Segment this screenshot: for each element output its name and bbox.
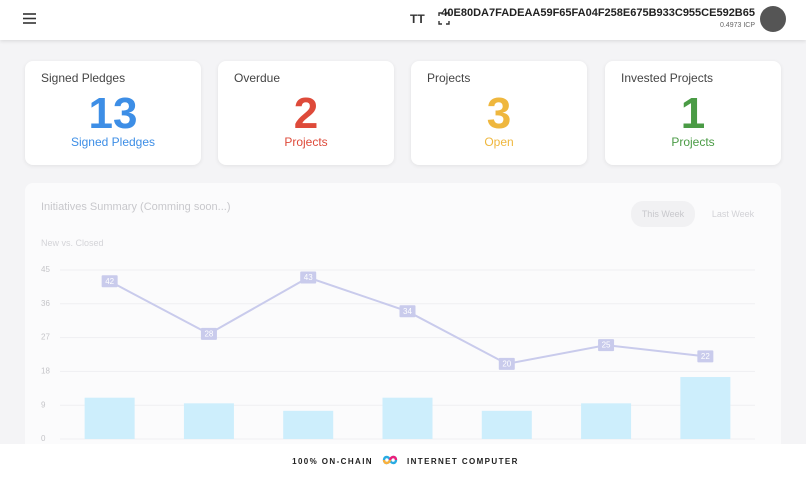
y-tick-label: 27 xyxy=(41,333,50,342)
bar xyxy=(84,397,135,439)
menu-icon[interactable] xyxy=(23,13,36,24)
bar xyxy=(183,403,234,439)
card-value: 1 xyxy=(680,89,706,138)
chart-title: Initiatives Summary (Comming soon...) xyxy=(41,201,231,213)
bar xyxy=(581,403,632,439)
bar xyxy=(382,397,433,439)
tab[interactable]: This Week xyxy=(631,201,695,227)
footer-left: 100% ON-CHAIN xyxy=(292,457,373,466)
stat-card: Projects 3 Open xyxy=(411,61,587,165)
tab[interactable]: Last Week xyxy=(711,209,755,219)
y-tick-label: 36 xyxy=(41,299,50,308)
point-label: 43 xyxy=(304,273,313,282)
card-title: Invested Projects xyxy=(621,71,714,85)
card-label: Projects xyxy=(671,135,715,149)
footer-right: INTERNET COMPUTER xyxy=(407,457,519,466)
footer: 100% ON-CHAIN INTERNET COMPUTER xyxy=(0,444,806,478)
card-label: Open xyxy=(484,135,514,149)
account-id: 40E80DA7FADEAA59F65FA04F258E675B933C955C… xyxy=(441,7,755,19)
point-label-bg xyxy=(200,327,217,340)
stat-card: Invested Projects 1 Projects xyxy=(605,61,781,165)
point-label-bg xyxy=(498,357,515,370)
card-title: Overdue xyxy=(234,71,281,85)
point-label: 20 xyxy=(502,359,511,368)
y-tick-label: 18 xyxy=(41,367,50,376)
point-label-bg xyxy=(300,271,317,284)
point-label: 28 xyxy=(204,329,213,338)
bar xyxy=(283,410,334,439)
card-value: 2 xyxy=(293,89,319,138)
stat-card: Overdue 2 Projects xyxy=(218,61,394,165)
header: TT 40E80DA7FADEAA59F65FA04F258E675B933C9… xyxy=(0,0,806,40)
balance: 0.4973 ICP xyxy=(719,22,755,29)
fullscreen-icon[interactable] xyxy=(438,12,450,25)
card-value: 13 xyxy=(88,89,138,138)
point-label-bg xyxy=(598,339,615,352)
font-size-icon[interactable]: TT xyxy=(410,12,425,26)
card-title: Projects xyxy=(427,71,471,85)
bar xyxy=(680,377,731,439)
card-title: Signed Pledges xyxy=(41,71,126,85)
avatar[interactable] xyxy=(760,6,786,32)
chart-subtitle: New vs. Closed xyxy=(41,238,104,248)
y-tick-label: 45 xyxy=(41,265,50,274)
logo xyxy=(382,455,398,465)
y-tick-label: 0 xyxy=(41,434,46,443)
point-label-bg xyxy=(399,305,416,318)
chart: 0 9 18 27 36 45 42 28 43 34 20 25 22 xyxy=(41,265,731,444)
point-label: 34 xyxy=(403,307,412,316)
point-label: 42 xyxy=(105,277,114,286)
point-label: 25 xyxy=(602,341,611,350)
y-tick-label: 9 xyxy=(41,400,46,409)
stat-card: Signed Pledges 13 Signed Pledges xyxy=(25,61,201,165)
line xyxy=(109,276,706,365)
point-label-bg xyxy=(101,275,118,288)
card-value: 3 xyxy=(486,89,512,138)
card-label: Signed Pledges xyxy=(70,135,156,149)
bar xyxy=(481,410,532,439)
point-label: 22 xyxy=(701,352,710,361)
header-icons: TT xyxy=(23,6,786,32)
point-label-bg xyxy=(697,350,714,363)
card-label: Projects xyxy=(284,135,328,149)
